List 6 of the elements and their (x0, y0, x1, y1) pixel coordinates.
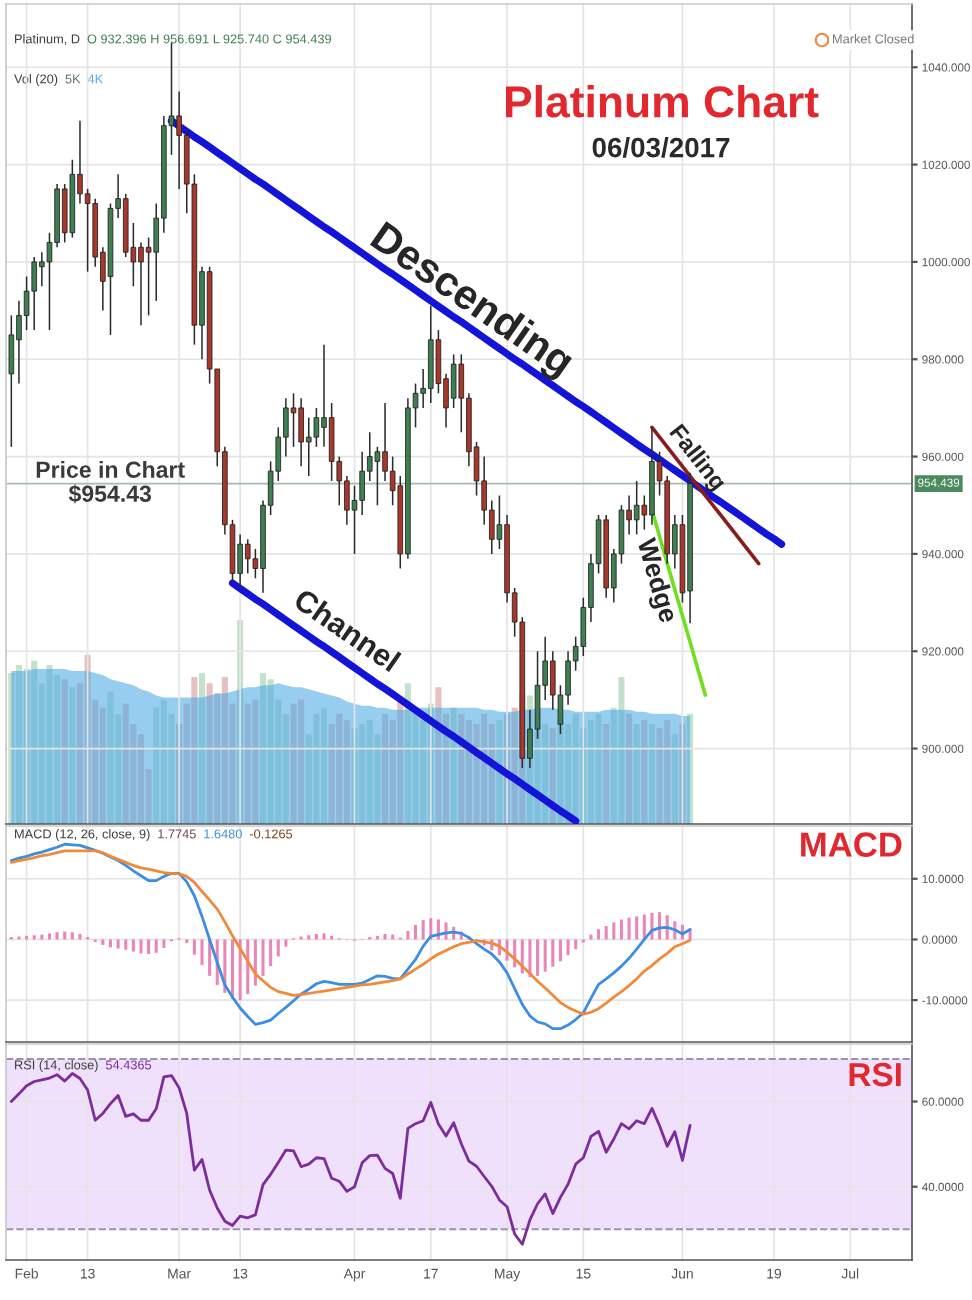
text: Wedge (631, 536, 680, 626)
text: 06/03/2017 (592, 137, 730, 158)
chart-title: MACD (801, 832, 902, 857)
text: Platinum Chart (505, 84, 819, 118)
chart-title: RSI (849, 1062, 901, 1087)
annotation: Price in Chart $954.43 (36, 460, 185, 504)
